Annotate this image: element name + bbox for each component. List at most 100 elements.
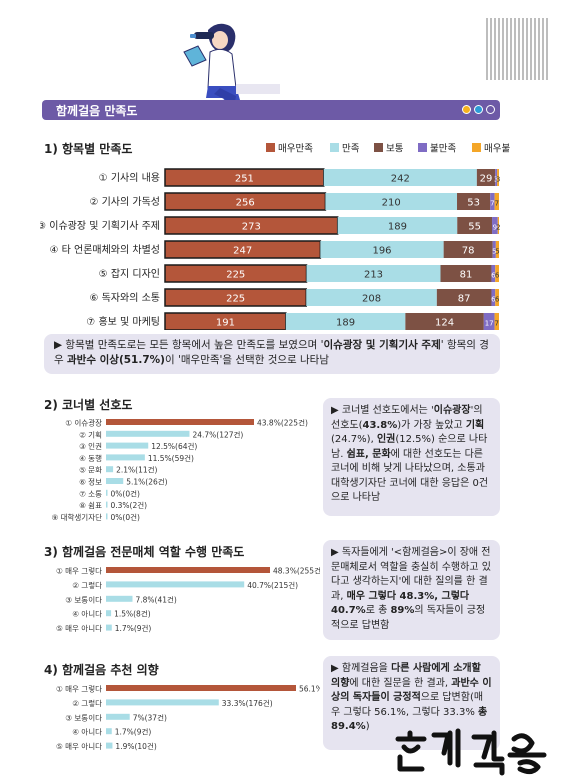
bar-segment — [495, 241, 499, 258]
note-1: ▶ 항목별 만족도로는 모든 항목에서 높은 만족도를 보였으며 '이슈광장 및… — [44, 334, 500, 374]
data-label: 247 — [233, 246, 252, 257]
category-label: ② 기획 — [79, 429, 102, 439]
bar — [106, 581, 245, 588]
bar-segment — [306, 265, 441, 282]
data-label: 7 — [490, 200, 494, 208]
bar-segment — [325, 193, 458, 210]
legend-swatch — [374, 143, 383, 152]
legend-label: 매우만족 — [278, 144, 313, 155]
bar — [106, 478, 124, 484]
data-label: 251 — [235, 174, 254, 185]
category-label: ③ 보통이다 — [65, 712, 102, 722]
data-label: 43.8%(225건) — [257, 418, 308, 428]
bar — [106, 419, 254, 425]
bar-segment — [457, 193, 491, 210]
bar — [106, 610, 112, 617]
legend-swatch — [472, 143, 481, 152]
bar-segment — [494, 193, 499, 210]
legend-swatch — [418, 143, 427, 152]
bar-segment — [497, 169, 499, 186]
legend-label: 만족 — [342, 144, 360, 155]
note-4: ▶ 함께걸음을 다른 사람에게 소개할 의향에 대한 질문을 한 결과, 과반수… — [323, 656, 500, 750]
data-label: 78 — [462, 246, 475, 257]
bar-segment — [492, 217, 498, 234]
data-label: 2 — [496, 224, 500, 232]
bar — [106, 430, 190, 437]
bar-segment — [494, 313, 499, 330]
bar-segment — [443, 241, 493, 258]
bar — [106, 685, 296, 691]
bar — [106, 489, 108, 496]
header-dot-blue — [474, 105, 483, 114]
category-label: ⑨ 대학생기자단 — [51, 512, 102, 522]
data-label: 2.1%(11건) — [116, 465, 157, 475]
data-label: 208 — [362, 294, 381, 305]
data-label: 210 — [382, 198, 401, 209]
data-label: 7.8%(41건) — [135, 594, 176, 604]
bar-segment — [476, 169, 496, 186]
data-label: 256 — [236, 198, 255, 209]
data-label: 0%(0건) — [111, 512, 140, 522]
category-label: ② 그렇다 — [72, 698, 102, 708]
data-label: 7 — [495, 320, 499, 328]
data-label: 225 — [226, 294, 245, 305]
bar — [106, 501, 108, 508]
data-label: 213 — [364, 270, 383, 281]
data-label: 11.5%(59건) — [148, 453, 194, 463]
category-label: ⑤ 매우 아니다 — [56, 623, 102, 633]
data-label: 1.9%(10건) — [115, 741, 156, 751]
data-label: 1.5%(8건) — [114, 609, 151, 619]
note-3: ▶ 독자들에게 '<함께걸음>이 장애 전문매체로서 역할을 충실히 수행하고 … — [323, 540, 500, 640]
bar-segment — [495, 265, 499, 282]
bar-segment — [440, 265, 492, 282]
legend-swatch — [330, 143, 339, 152]
data-label: 81 — [460, 270, 473, 281]
bar-segment — [285, 313, 406, 330]
data-label: 9 — [493, 224, 497, 232]
bar-segment — [497, 217, 499, 234]
bar-segment — [337, 217, 458, 234]
data-label: 189 — [388, 222, 407, 233]
category-label: ① 이슈광장 — [65, 418, 102, 428]
data-label: 5.1%(26건) — [126, 477, 167, 487]
category-label: ⑥ 독자와의 소통 — [89, 292, 160, 304]
category-label: ⑦ 소통 — [79, 489, 102, 498]
data-label: 6 — [495, 272, 500, 280]
corner-preference-chart: ① 이슈광장 43.8%(225건) ② 기획 24.7%(127건) ③ 인권 12.5… — [51, 418, 308, 522]
category-label: ⑥ 정보 — [79, 477, 102, 487]
category-label: ① 매우 그렇다 — [56, 684, 102, 694]
data-label: 17 — [485, 320, 494, 328]
legend-label: 매우불만 — [484, 144, 510, 155]
header-dot-purple — [486, 105, 495, 114]
category-label: ① 기사의 내용 — [99, 172, 160, 184]
category-label: ① 매우 그렇다 — [56, 566, 102, 576]
category-label: ③ 보통이다 — [65, 594, 102, 604]
data-label: 7 — [495, 200, 499, 208]
data-label: 5 — [492, 248, 496, 256]
category-label: ② 그렇다 — [72, 580, 102, 590]
data-label: 5 — [495, 248, 499, 256]
data-label: 53 — [467, 198, 480, 209]
bar — [106, 595, 133, 602]
section-title-1: 1) 항목별 만족도 — [44, 142, 133, 156]
qr-code — [486, 18, 548, 80]
bar-segment — [436, 289, 492, 306]
data-label: 225 — [226, 270, 245, 281]
data-label: 7%(37건) — [133, 712, 167, 722]
recommendation-chart: ① 매우 그렇다 56.1%(296건) ② 그렇다 33.3%(176건) ③ 보통이… — [56, 684, 320, 752]
data-label: 0%(0건) — [111, 488, 140, 498]
data-label: 1.7%(9건) — [115, 727, 152, 737]
bar — [106, 728, 112, 735]
data-label: 124 — [435, 318, 454, 329]
data-label: 6 — [495, 296, 500, 304]
category-label: ⑦ 홍보 및 마케팅 — [86, 315, 160, 328]
header-title: 함께걸음 만족도 — [56, 104, 138, 118]
data-label: 24.7%(127건) — [192, 429, 243, 439]
data-label: 191 — [216, 318, 235, 329]
data-label: 3 — [496, 176, 500, 184]
bar-segment — [495, 169, 498, 186]
data-label: 6 — [491, 272, 496, 280]
data-label: 87 — [458, 294, 471, 305]
category-label: ⑤ 매우 아니다 — [56, 741, 102, 751]
